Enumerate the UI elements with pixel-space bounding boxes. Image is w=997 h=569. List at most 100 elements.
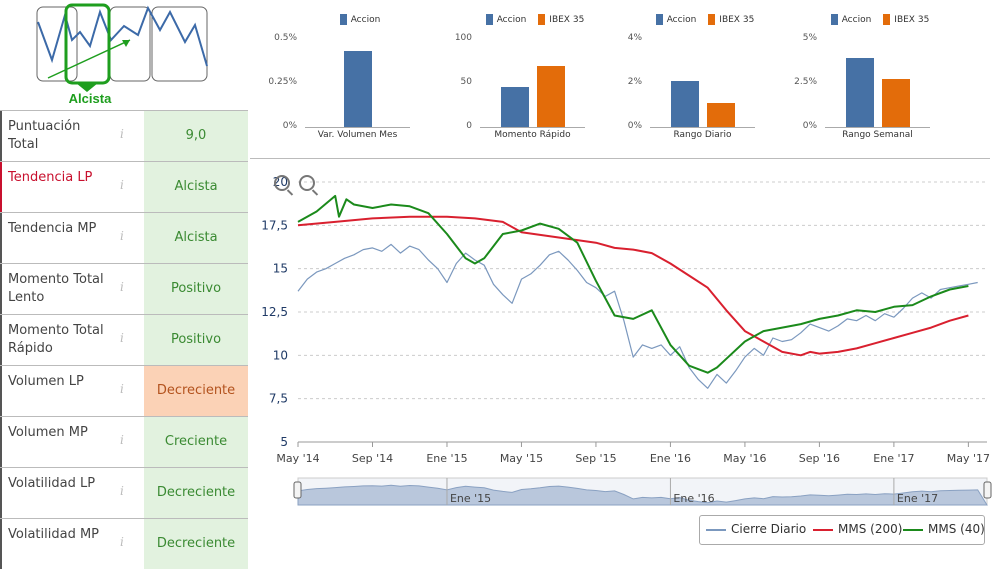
legend-text-mms40: MMS (40) [928,522,985,536]
y-tick-label: 15 [273,262,288,276]
mini-chart-title: Var. Volumen Mes [317,130,398,140]
y-tick-label: 7,5 [269,392,288,406]
mini-legend-item[interactable]: Accion [485,14,526,25]
mini-legend-item[interactable]: IBEX 35 [538,14,585,25]
navigator-handle-left[interactable] [293,481,302,499]
metric-label-cell: Puntuación Total i [0,111,142,161]
metric-label: Volatilidad MP [8,527,100,542]
legend-mms200[interactable]: MMS (200) [813,522,902,536]
legend-text-mms200: MMS (200) [838,522,903,536]
legend-text-cierre: Cierre Diario [731,522,807,536]
y-tick-label: 0.25% [268,77,297,87]
metric-value: Alcista [144,213,248,263]
metric-table: Puntuación Total i 9,0 Tendencia LP i Al… [0,110,248,569]
metric-row[interactable]: Puntuación Total i 9,0 [0,110,248,161]
x-axis [650,127,755,128]
mini-chart-rango-diario: Accion IBEX 35 4% 2% 0% Rango Diario [605,0,805,150]
mini-legend: Accion IBEX 35 [435,14,635,25]
metric-row[interactable]: Tendencia MP i Alcista [0,212,248,263]
mini-chart-title: Momento Rápido [494,130,571,140]
metric-row[interactable]: Tendencia LP i Alcista [0,161,248,212]
legend-swatch [708,14,716,25]
metric-row[interactable]: Volumen MP i Creciente [0,416,248,467]
metric-label-cell: Tendencia LP i [0,162,142,212]
x-axis [825,127,930,128]
legend-mms40[interactable]: MMS (40) [903,522,985,536]
mini-legend-item[interactable]: IBEX 35 [883,14,930,25]
x-tick-label: May '14 [276,452,319,465]
metric-label-cell: Volumen MP i [0,417,142,467]
y-tick-label: 12,5 [261,305,288,319]
series-mms-40[interactable] [297,194,969,374]
bar-accion[interactable] [500,87,529,127]
legend-text: IBEX 35 [549,15,585,25]
trend-card[interactable]: Alcista [0,0,248,108]
bar-accion[interactable] [670,80,699,127]
info-icon[interactable]: i [120,535,124,549]
legend-swatch [830,14,838,25]
metric-label: Tendencia MP [8,221,97,236]
bar-accion[interactable] [845,58,874,127]
y-tick-label: 5% [802,33,817,43]
legend-text: Accion [666,15,697,25]
info-icon[interactable]: i [120,433,124,447]
bar-ibex-35[interactable] [881,79,910,127]
legend-text: Accion [841,15,872,25]
info-icon[interactable]: i [120,280,124,294]
info-icon[interactable]: i [120,484,124,498]
metric-label: Volumen LP [8,374,84,389]
series-mms-200[interactable] [297,215,969,357]
metric-label-cell: Volatilidad LP i [0,468,142,518]
metric-value: 9,0 [144,111,248,161]
y-tick-label: 0.5% [274,33,297,43]
mini-legend-item[interactable]: IBEX 35 [708,14,755,25]
mini-chart-momento: Accion IBEX 35 100 50 0 Momento Rápido [435,0,635,150]
zoom-in-icon[interactable] [274,175,290,191]
mini-legend-item[interactable]: Accion [830,14,872,25]
info-icon[interactable]: i [120,127,124,141]
chart-legend: Cierre Diario MMS (200) MMS (40) [699,515,985,545]
metric-row[interactable]: Momento Total Lento i Positivo [0,263,248,314]
legend-swatch [538,14,546,25]
bar-ibex-35[interactable] [706,102,735,127]
x-tick-label: Ene '15 [426,452,467,465]
legend-swatch-cierre [706,528,726,531]
zoom-out-icon[interactable] [299,175,315,191]
metric-row[interactable]: Volatilidad LP i Decreciente [0,467,248,518]
metric-value: Positivo [144,315,248,365]
mini-chart-title: Rango Semanal [842,130,913,140]
metric-label: Tendencia LP [8,170,93,185]
metric-value: Decreciente [144,468,248,518]
legend-swatch [339,14,347,25]
metric-row[interactable]: Volatilidad MP i Decreciente [0,518,248,569]
trend-arrow-icon [47,39,131,79]
info-icon[interactable]: i [120,178,124,192]
metric-row[interactable]: Momento Total Rápido i Positivo [0,314,248,365]
x-axis [305,127,410,128]
info-icon[interactable]: i [120,382,124,396]
legend-cierre[interactable]: Cierre Diario [706,522,806,536]
mini-chart-rango-semanal: Accion IBEX 35 5% 2.5% 0% Rango Semanal [780,0,980,150]
legend-text: Accion [350,15,381,25]
legend-text: IBEX 35 [894,15,930,25]
x-tick-label: May '16 [723,452,766,465]
info-icon[interactable]: i [120,331,124,345]
metric-row[interactable]: Volumen LP i Decreciente [0,365,248,416]
series-cierre-diario[interactable] [297,243,978,389]
price-chart[interactable]: 5 7,5 10 12,5 15 17,5 20 May '14 Sep '14 Ene '15 M… [250,160,997,558]
mini-legend-item[interactable]: Accion [339,14,381,25]
mini-legend-item[interactable]: Accion [655,14,697,25]
trend-thumb-right-2 [151,6,208,82]
legend-swatch-mms200 [813,528,833,531]
metric-label-cell: Volatilidad MP i [0,519,142,569]
y-tick-label: 50 [460,77,472,87]
legend-text: IBEX 35 [719,15,755,25]
x-tick-label: Ene '16 [650,452,691,465]
info-icon[interactable]: i [120,229,124,243]
bar-accion[interactable] [343,51,372,127]
section-divider [250,158,990,159]
bar-ibex-35[interactable] [536,66,565,127]
x-tick-label: Sep '16 [799,452,840,465]
navigator-handle-right[interactable] [983,481,992,499]
y-tick-label: 5 [280,435,288,449]
